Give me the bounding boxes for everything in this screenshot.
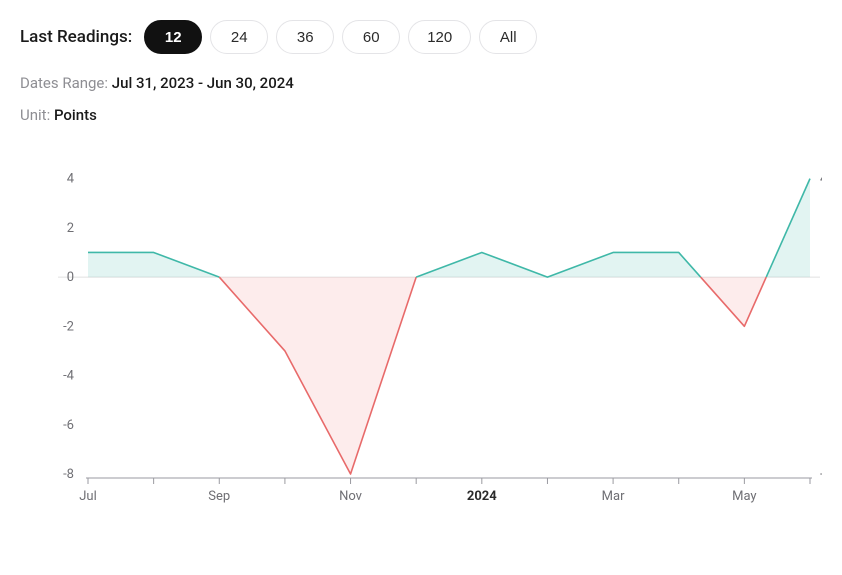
readings-pill-12[interactable]: 12 bbox=[144, 20, 202, 54]
readings-pills: 12243660120All bbox=[144, 20, 537, 54]
readings-pill-60[interactable]: 60 bbox=[342, 20, 400, 54]
svg-text:-2: -2 bbox=[63, 319, 74, 334]
svg-text:-6: -6 bbox=[63, 418, 74, 433]
readings-pill-120[interactable]: 120 bbox=[408, 20, 471, 54]
svg-text:Sep: Sep bbox=[208, 489, 230, 504]
svg-text:Mar: Mar bbox=[602, 489, 625, 504]
svg-text:4: 4 bbox=[820, 172, 822, 187]
svg-text:2024: 2024 bbox=[467, 489, 497, 504]
svg-text:Jul: Jul bbox=[79, 489, 97, 504]
dates-range-label: Dates Range: bbox=[20, 74, 108, 92]
svg-text:0: 0 bbox=[67, 270, 74, 285]
readings-chart: -8 -6 -4 -2 0 2 4 Jul Sep Nov 2024 Mar May 4 -8 bbox=[20, 144, 822, 524]
unit-label: Unit: bbox=[20, 106, 50, 124]
svg-text:Nov: Nov bbox=[339, 489, 363, 504]
svg-text:2: 2 bbox=[67, 221, 74, 236]
unit-value: Points bbox=[54, 106, 97, 124]
last-readings-label: Last Readings: bbox=[20, 27, 132, 47]
svg-text:May: May bbox=[732, 489, 756, 504]
readings-pill-all[interactable]: All bbox=[479, 20, 537, 54]
dates-range-value: Jul 31, 2023 - Jun 30, 2024 bbox=[112, 74, 294, 92]
svg-text:4: 4 bbox=[67, 172, 75, 187]
svg-text:-4: -4 bbox=[63, 369, 75, 384]
readings-pill-24[interactable]: 24 bbox=[210, 20, 268, 54]
readings-pill-36[interactable]: 36 bbox=[276, 20, 334, 54]
unit: Unit: Points bbox=[20, 106, 822, 124]
svg-text:-8: -8 bbox=[820, 467, 822, 482]
svg-text:-8: -8 bbox=[63, 467, 74, 482]
dates-range: Dates Range: Jul 31, 2023 - Jun 30, 2024 bbox=[20, 74, 822, 92]
